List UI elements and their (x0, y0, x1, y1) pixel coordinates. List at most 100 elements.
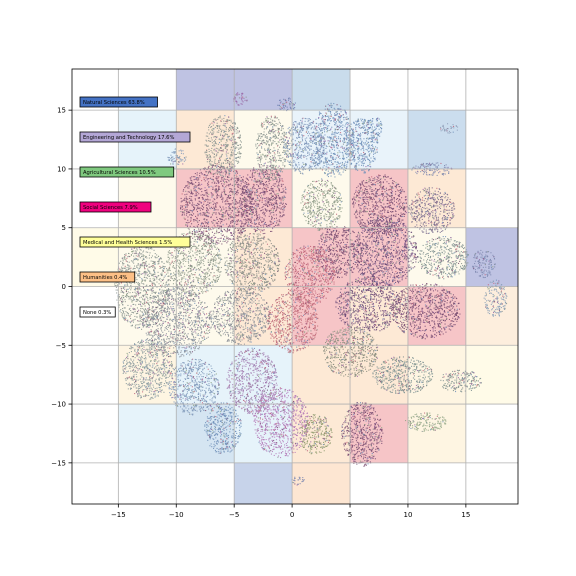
data-point (210, 208, 211, 209)
data-point (265, 200, 266, 201)
data-point (240, 199, 241, 200)
data-point (228, 237, 229, 238)
data-point (242, 215, 243, 216)
data-point (215, 203, 216, 204)
data-point (218, 182, 219, 183)
data-point (186, 215, 187, 216)
data-point (245, 230, 246, 231)
data-point (224, 178, 225, 179)
data-point (186, 196, 187, 197)
data-point (273, 198, 274, 199)
data-point (181, 198, 182, 199)
data-point (196, 209, 197, 210)
data-point (259, 222, 260, 223)
data-point (196, 194, 197, 195)
data-point (198, 214, 199, 215)
data-point (183, 208, 184, 209)
data-point (275, 225, 276, 226)
data-point (227, 231, 228, 232)
data-point (262, 221, 263, 222)
data-point (192, 211, 193, 212)
data-point (248, 195, 249, 196)
data-point (223, 241, 224, 242)
data-point (201, 180, 202, 181)
data-point (264, 184, 265, 185)
data-point (206, 210, 207, 211)
data-point (253, 209, 254, 210)
data-point (197, 211, 198, 212)
data-point (258, 195, 259, 196)
data-point (264, 219, 265, 220)
data-point (225, 194, 226, 195)
data-point (224, 220, 225, 221)
data-point (257, 197, 258, 198)
data-point (189, 186, 190, 187)
data-point (256, 215, 257, 216)
data-point (235, 193, 236, 194)
data-point (233, 191, 234, 192)
data-point (244, 189, 245, 190)
data-point (203, 195, 204, 196)
data-point (199, 208, 200, 209)
data-point (226, 203, 227, 204)
data-point (273, 223, 274, 224)
data-point (214, 182, 215, 183)
data-point (239, 221, 240, 222)
data-point (216, 170, 217, 171)
data-point (248, 201, 249, 202)
data-point (246, 184, 247, 185)
data-point (231, 232, 232, 233)
data-point (230, 226, 231, 227)
data-point (193, 193, 194, 194)
data-point (207, 193, 208, 194)
data-point (198, 204, 199, 205)
data-point (276, 218, 277, 219)
data-point (214, 203, 215, 204)
data-point (236, 220, 237, 221)
data-point (229, 195, 230, 196)
data-point (253, 188, 254, 189)
data-point (191, 183, 192, 184)
data-point (218, 240, 219, 241)
data-point (264, 193, 265, 194)
data-point (208, 166, 209, 167)
data-point (262, 200, 263, 201)
data-point (224, 193, 225, 194)
data-point (220, 197, 221, 198)
data-point (195, 199, 196, 200)
data-point (207, 202, 208, 203)
data-point (239, 211, 240, 212)
data-point (216, 188, 217, 189)
data-point (253, 198, 254, 199)
data-point (256, 226, 257, 227)
data-point (272, 217, 273, 218)
data-point (195, 198, 196, 199)
data-point (189, 192, 190, 193)
grid-cell (408, 345, 466, 404)
data-point (254, 215, 255, 216)
data-point (221, 183, 222, 184)
data-point (251, 226, 252, 227)
data-point (271, 231, 272, 232)
data-point (251, 193, 252, 194)
data-point (279, 221, 280, 222)
data-point (263, 225, 264, 226)
data-point (248, 207, 249, 208)
data-point (254, 172, 255, 173)
data-point (237, 207, 238, 208)
data-point (250, 220, 251, 221)
data-point (216, 230, 217, 231)
data-point (207, 219, 208, 220)
data-point (202, 215, 203, 216)
data-point (198, 224, 199, 225)
data-point (247, 178, 248, 179)
data-point (187, 220, 188, 221)
data-point (260, 197, 261, 198)
data-point (229, 203, 230, 204)
data-point (227, 238, 228, 239)
data-point (235, 212, 236, 213)
data-point (278, 193, 279, 194)
data-point (211, 194, 212, 195)
data-point (266, 211, 267, 212)
data-point (252, 187, 253, 188)
